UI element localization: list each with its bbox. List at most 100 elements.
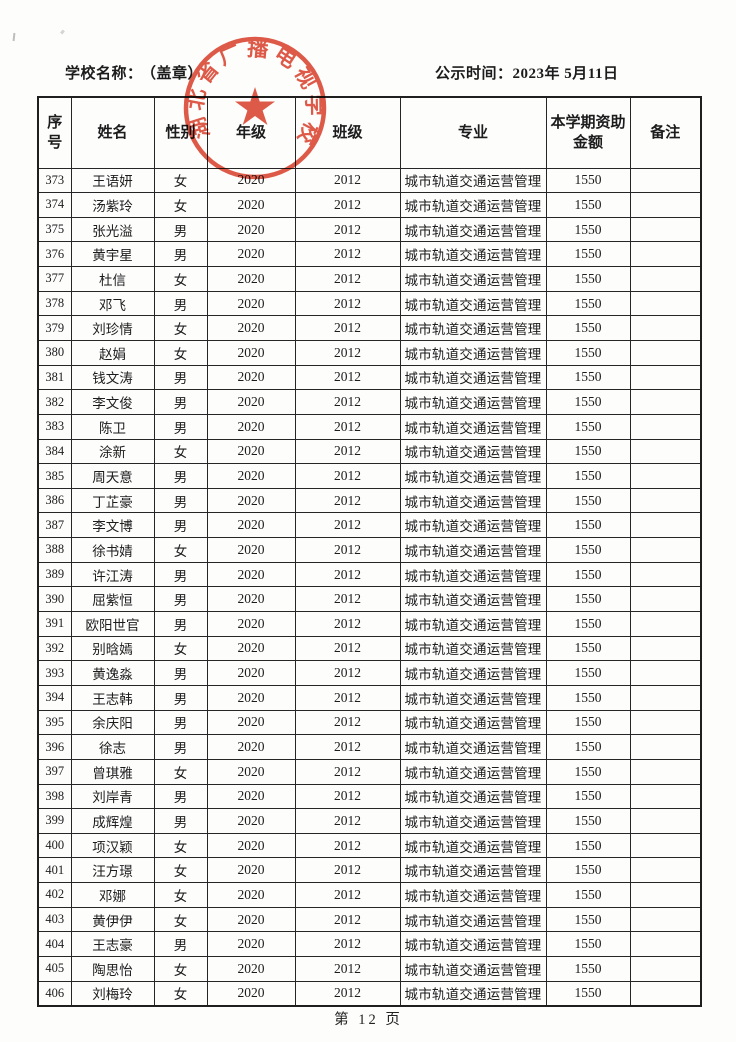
table-row: 398 刘岸青男 2020 2012 城市轨道交通运营管理 1550: [37, 783, 702, 810]
table-cell: 周天意: [70, 463, 155, 489]
table-cell: 2020: [206, 906, 296, 933]
table-cell: 男: [153, 512, 208, 539]
table-cell: [629, 758, 702, 785]
table-cell: 389: [37, 561, 72, 588]
table-row: 393 黄逸淼男 2020 2012 城市轨道交通运营管理 1550: [37, 660, 702, 686]
table-cell: 城市轨道交通运营管理: [399, 684, 547, 711]
table-cell: 375: [37, 216, 72, 243]
table-cell: [629, 832, 702, 859]
table-cell: 2020: [206, 290, 296, 317]
table-cell: 2012: [294, 487, 401, 514]
table-cell: [629, 512, 702, 539]
table-cell: 欧阳世官: [70, 611, 155, 637]
table-cell: 2020: [206, 882, 296, 908]
table-cell: 1550: [545, 192, 631, 218]
table-cell: [629, 266, 702, 292]
table-cell: 女: [153, 167, 208, 194]
table-cell: [629, 241, 702, 268]
table-row: 406 刘梅玲女 2020 2012 城市轨道交通运营管理 1550: [37, 980, 702, 1007]
table-cell: 男: [153, 586, 208, 613]
table-cell: 405: [37, 956, 72, 982]
table-cell: 李文俊: [70, 389, 155, 415]
table-cell: 曾琪雅: [70, 758, 155, 785]
table-cell: 2012: [294, 315, 401, 341]
table-cell: 女: [153, 882, 208, 908]
publish-time-label: 公示时间：: [435, 66, 513, 82]
table-cell: 女: [153, 192, 208, 218]
table-cell: [629, 660, 702, 686]
table-cell: 城市轨道交通运营管理: [399, 660, 547, 686]
table-cell: 2012: [294, 561, 401, 588]
table-cell: 1550: [545, 389, 631, 415]
table-cell: 城市轨道交通运营管理: [399, 315, 547, 341]
table-cell: 392: [37, 635, 72, 662]
table-cell: 2020: [206, 167, 296, 194]
column-header: 年级: [206, 96, 296, 169]
table-cell: 1550: [545, 931, 631, 957]
table-cell: 女: [153, 758, 208, 785]
table-cell: [629, 956, 702, 982]
table-cell: 女: [153, 635, 208, 662]
table-cell: 2020: [206, 192, 296, 218]
table-cell: 男: [153, 783, 208, 810]
table-cell: 406: [37, 980, 72, 1007]
table-cell: 城市轨道交通运营管理: [399, 783, 547, 810]
table-row: 373 王语妍女 2020 2012 城市轨道交通运营管理 1550: [37, 167, 702, 194]
table-row: 395 余庆阳男 2020 2012 城市轨道交通运营管理 1550: [37, 709, 702, 736]
table-cell: 城市轨道交通运营管理: [399, 339, 547, 366]
table-cell: 涂新: [70, 438, 155, 465]
table-cell: 2012: [294, 684, 401, 711]
table-cell: 2020: [206, 537, 296, 563]
table-cell: 陶思怡: [70, 956, 155, 982]
table-row: 391 欧阳世官男 2020 2012 城市轨道交通运营管理 1550: [37, 611, 702, 637]
table-cell: 城市轨道交通运营管理: [399, 389, 547, 415]
table-cell: 汤紫玲: [70, 192, 155, 218]
table-row: 397 曾琪雅女 2020 2012 城市轨道交通运营管理 1550: [37, 758, 702, 785]
table-cell: 1550: [545, 241, 631, 268]
table-cell: 男: [153, 684, 208, 711]
table-cell: 384: [37, 438, 72, 465]
table-cell: 城市轨道交通运营管理: [399, 832, 547, 859]
table-cell: 1550: [545, 684, 631, 711]
table-cell: 376: [37, 241, 72, 268]
table-cell: [629, 389, 702, 415]
table-cell: 城市轨道交通运营管理: [399, 266, 547, 292]
table-cell: 1550: [545, 586, 631, 613]
table-cell: 1550: [545, 315, 631, 341]
table-cell: 城市轨道交通运营管理: [399, 611, 547, 637]
table-cell: 1550: [545, 512, 631, 539]
table-cell: 城市轨道交通运营管理: [399, 364, 547, 391]
table-cell: 403: [37, 906, 72, 933]
table-cell: 2012: [294, 931, 401, 957]
table-cell: 城市轨道交通运营管理: [399, 808, 547, 834]
table-cell: 1550: [545, 906, 631, 933]
table-cell: 城市轨道交通运营管理: [399, 586, 547, 613]
table-cell: [629, 709, 702, 736]
table-cell: [629, 931, 702, 957]
table-cell: [629, 882, 702, 908]
table-row: 375 张光溢男 2020 2012 城市轨道交通运营管理 1550: [37, 216, 702, 243]
table-cell: 女: [153, 315, 208, 341]
table-cell: 2020: [206, 438, 296, 465]
table-cell: 399: [37, 808, 72, 834]
table-cell: 379: [37, 315, 72, 341]
table-cell: 393: [37, 660, 72, 686]
table-cell: 373: [37, 167, 72, 194]
table-cell: 城市轨道交通运营管理: [399, 931, 547, 957]
table-cell: [629, 684, 702, 711]
table-cell: [629, 290, 702, 317]
column-header: 本学期资助金额: [545, 96, 631, 169]
table-cell: 1550: [545, 487, 631, 514]
table-row: 376 黄宇星男 2020 2012 城市轨道交通运营管理 1550: [37, 241, 702, 268]
table-cell: 男: [153, 364, 208, 391]
table-cell: 刘岸青: [70, 783, 155, 810]
table-cell: 2020: [206, 611, 296, 637]
table-cell: 2012: [294, 783, 401, 810]
table-row: 402 邓娜女 2020 2012 城市轨道交通运营管理 1550: [37, 882, 702, 908]
table-cell: [629, 808, 702, 834]
table-cell: 城市轨道交通运营管理: [399, 463, 547, 489]
table-cell: 2020: [206, 783, 296, 810]
table-cell: 女: [153, 857, 208, 884]
table-cell: 2012: [294, 832, 401, 859]
table-cell: 1550: [545, 660, 631, 686]
